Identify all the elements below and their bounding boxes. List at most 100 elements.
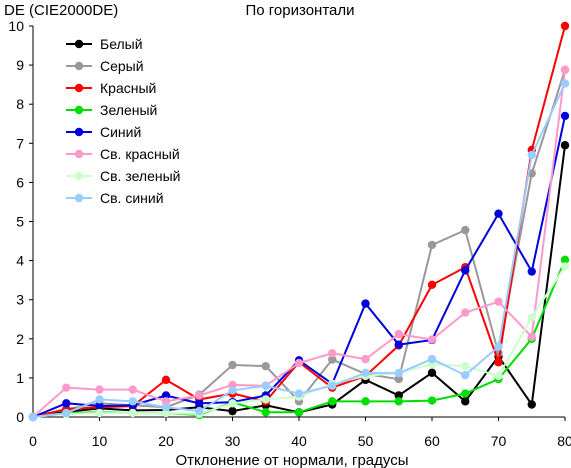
legend-item: Св. красный <box>66 146 180 162</box>
legend-item: Зеленый <box>66 102 157 118</box>
data-point <box>427 335 437 344</box>
data-point <box>527 400 536 409</box>
data-point <box>228 399 237 408</box>
x-tick-label: 20 <box>158 433 174 449</box>
x-tick-label: 80 <box>557 433 571 449</box>
legend: Белый Серый Красный Зеленый Синий Св. красный… <box>66 36 180 206</box>
x-tick-label: 10 <box>92 433 108 449</box>
legend-label: Красный <box>100 80 156 96</box>
series-1 <box>28 65 570 422</box>
data-point <box>494 297 503 306</box>
legend-label: Зеленый <box>100 102 157 118</box>
y-tick-label: 9 <box>16 57 24 73</box>
data-point <box>394 329 403 339</box>
data-point <box>461 361 470 371</box>
plot-lines <box>28 21 570 422</box>
data-point <box>328 349 337 358</box>
data-point <box>461 266 470 275</box>
data-point <box>328 397 337 406</box>
series-line <box>32 145 566 418</box>
data-point <box>560 21 570 31</box>
data-point <box>294 408 304 417</box>
legend-marker <box>74 193 84 203</box>
data-point <box>261 381 270 390</box>
data-point <box>427 240 437 250</box>
legend-label: Серый <box>100 58 144 74</box>
legend-label: Св. зеленый <box>100 168 180 184</box>
series-5 <box>28 65 570 422</box>
legend-marker <box>74 83 84 93</box>
legend-marker <box>74 149 84 159</box>
data-point <box>62 383 71 392</box>
data-point <box>294 358 304 368</box>
legend-marker <box>74 61 84 71</box>
data-point <box>394 374 403 384</box>
data-point <box>527 267 536 276</box>
y-tick-label: 7 <box>16 135 24 151</box>
data-point <box>394 391 403 400</box>
data-point <box>161 391 171 400</box>
data-point <box>95 395 104 404</box>
data-point <box>461 225 470 235</box>
data-point <box>128 397 137 406</box>
y-tick-label: 8 <box>16 96 24 112</box>
y-tick-label: 10 <box>8 18 24 34</box>
y-tick-label: 6 <box>16 174 24 190</box>
data-point <box>560 141 570 150</box>
data-point <box>560 262 570 271</box>
data-point <box>95 385 104 394</box>
data-point <box>560 111 570 121</box>
data-point <box>494 342 503 351</box>
data-point <box>461 397 470 406</box>
data-point <box>461 370 470 380</box>
y-tick-label: 1 <box>16 370 24 386</box>
x-tick-label: 30 <box>225 433 241 449</box>
legend-marker <box>74 39 84 49</box>
data-point <box>128 408 137 418</box>
x-axis-label: Отклонение от нормали, градусы <box>176 452 409 468</box>
data-point <box>361 368 370 378</box>
data-point <box>95 401 104 411</box>
data-point <box>195 399 204 408</box>
data-point <box>394 369 403 378</box>
legend-label: Св. синий <box>100 190 164 206</box>
data-point <box>560 79 570 88</box>
data-point <box>427 368 437 378</box>
data-point <box>560 255 570 265</box>
legend-item: Синий <box>66 124 141 140</box>
data-point <box>261 408 270 417</box>
data-point <box>394 397 403 406</box>
data-point <box>161 375 171 385</box>
x-tick-label: 60 <box>424 433 440 449</box>
data-point <box>228 360 237 370</box>
data-point <box>228 406 237 416</box>
data-point <box>161 403 171 412</box>
data-point <box>361 397 370 406</box>
data-point <box>328 355 337 364</box>
legend-item: Св. зеленый <box>66 168 180 184</box>
data-point <box>161 408 171 418</box>
data-point <box>95 408 104 418</box>
data-point <box>328 381 337 390</box>
data-point <box>494 358 503 367</box>
data-point <box>427 354 437 364</box>
data-point <box>294 389 304 398</box>
data-point <box>560 65 570 74</box>
legend-item: Св. синий <box>66 190 164 206</box>
data-point <box>28 412 38 422</box>
x-tick-label: 70 <box>491 433 507 449</box>
legend-item: Красный <box>66 80 156 96</box>
legend-marker <box>74 171 84 181</box>
legend-label: Св. красный <box>100 146 180 162</box>
data-point <box>161 397 171 406</box>
data-point <box>195 406 204 416</box>
data-point <box>494 209 503 218</box>
y-axis-label: DE (CIE2000DE) <box>4 2 118 19</box>
legend-marker <box>74 127 84 137</box>
y-tick-label: 0 <box>16 409 24 425</box>
y-tick-label: 3 <box>16 292 24 308</box>
y-tick-label: 5 <box>16 214 24 230</box>
data-point <box>527 150 536 160</box>
x-tick-label: 50 <box>358 433 374 449</box>
